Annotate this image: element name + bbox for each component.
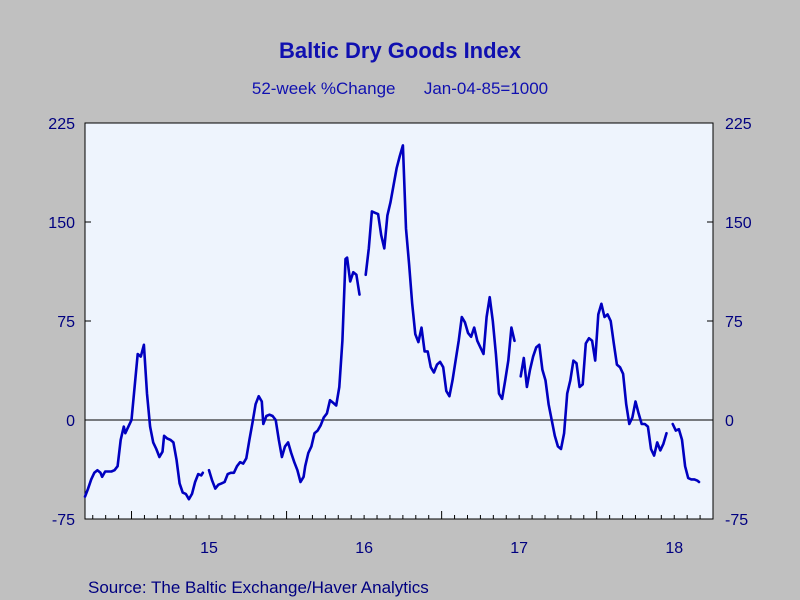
series-line-segment — [83, 343, 205, 501]
x-axis: 15 16 17 18 — [92, 511, 714, 557]
x-tick-label: 17 — [510, 540, 528, 557]
y-tick-label-left: 225 — [48, 116, 75, 133]
y-tick-label-right: -75 — [725, 512, 748, 529]
x-tick-label: 15 — [200, 540, 218, 557]
y-tick-label-right: 150 — [725, 215, 752, 232]
y-tick-label-left: -75 — [52, 512, 75, 529]
x-tick-label: 16 — [355, 540, 373, 557]
y-tick-label-right: 225 — [725, 116, 752, 133]
chart-title: Baltic Dry Goods Index — [278, 38, 522, 63]
series-line-segment — [671, 422, 701, 484]
series-layer — [83, 144, 701, 501]
y-tick-label-left: 75 — [57, 314, 75, 331]
y-tick-label-left: 0 — [66, 413, 75, 430]
y-tick-label-right: 75 — [725, 314, 743, 331]
chart-subtitle: 52-week %Change Jan-04-85=1000 — [251, 79, 549, 98]
y-axis: -75 -75 0 0 75 75 150 150 225 225 — [48, 116, 752, 529]
source-note: Source: The Baltic Exchange/Haver Analyt… — [88, 578, 429, 597]
plot-area — [84, 122, 714, 520]
y-tick-label-right: 0 — [725, 413, 734, 430]
x-tick-label: 18 — [665, 540, 683, 557]
series-line-segment — [364, 144, 516, 401]
series-line-segment — [207, 256, 361, 490]
y-tick-label-left: 150 — [48, 215, 75, 232]
series-line-segment — [519, 302, 668, 457]
